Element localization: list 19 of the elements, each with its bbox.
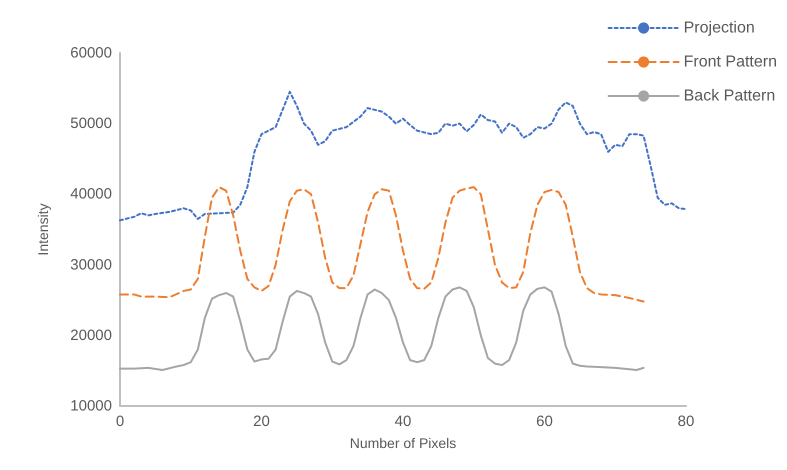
x-tick-label: 40	[394, 413, 412, 430]
y-tick-label: 20000	[70, 326, 112, 344]
x-tick-label: 20	[253, 413, 270, 430]
line-series	[119, 286, 645, 371]
y-tick-label: 60000	[70, 44, 112, 62]
y-tick-label: 40000	[70, 186, 112, 203]
y-axis-title: Intensity	[35, 203, 51, 256]
legend-label: Back Pattern	[684, 88, 776, 104]
line-series	[119, 186, 645, 303]
x-axis-title: Number of Pixels	[350, 435, 456, 451]
line-series	[119, 90, 687, 222]
y-tick-label: 30000	[70, 256, 112, 274]
y-tick-label: 50000	[70, 115, 112, 132]
y-tick-label: 10000	[70, 398, 112, 414]
x-tick-label: 60	[536, 413, 553, 430]
legend-label: Front Pattern	[684, 54, 777, 70]
x-tick-label: 0	[116, 413, 124, 430]
legend-label: Projection	[684, 20, 755, 36]
x-tick-label: 80	[678, 413, 694, 430]
